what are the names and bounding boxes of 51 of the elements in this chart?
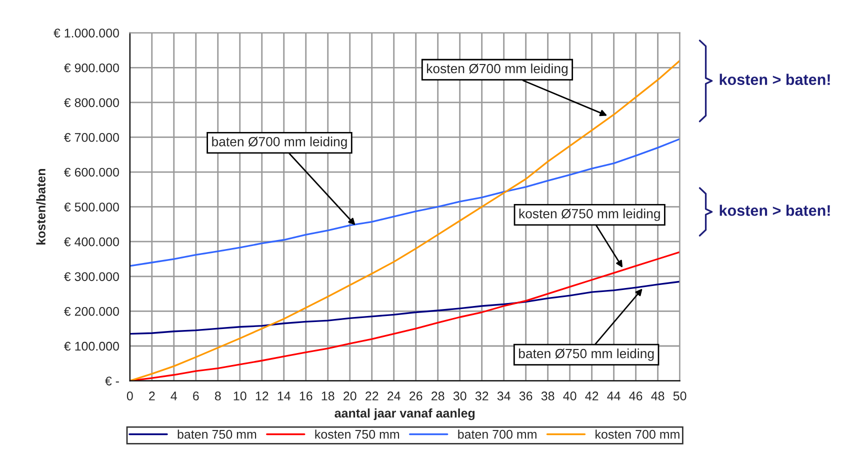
y-tick-label: € 1.000.000 — [54, 28, 119, 38]
annotation: baten Ø700 mm leiding — [212, 136, 347, 149]
x-tick-label: 42 — [585, 392, 598, 400]
text: kosten > baten! — [720, 74, 830, 86]
y-tick-label: € 900.000 — [64, 63, 119, 72]
legend-label: baten 700 mm — [458, 430, 536, 439]
x-tick-label: 32 — [475, 392, 488, 400]
y-tick-label: € - — [104, 376, 119, 386]
annotation: baten Ø750 mm leiding — [518, 348, 654, 361]
y-tick-label: € 400.000 — [64, 237, 119, 246]
legend-label: kosten 700 mm — [596, 430, 680, 439]
y-tick-label: € 100.000 — [64, 342, 119, 351]
x-tick-label: 38 — [541, 392, 554, 400]
x-tick-label: 28 — [432, 392, 444, 400]
x-tick-label: 20 — [344, 392, 356, 400]
y-tick-label: € 700.000 — [64, 133, 119, 142]
y-tick-label: € 300.000 — [64, 272, 119, 282]
x-tick-label: 24 — [388, 392, 400, 400]
annotation: kosten Ø750 mm leiding — [519, 208, 660, 221]
y-tick-label: € 600.000 — [64, 168, 119, 177]
x-tick-label: 6 — [193, 392, 199, 400]
x-tick-label: 2 — [149, 392, 155, 400]
x-tick-label: 14 — [278, 392, 290, 400]
x-tick-label: 4 — [170, 392, 178, 400]
y-tick-label: € 200.000 — [64, 307, 119, 316]
x-tick-label: 40 — [563, 392, 576, 400]
legend-label: baten 750 mm — [178, 430, 256, 439]
text: kosten > baten! — [720, 204, 830, 216]
x-tick-label: 10 — [234, 392, 246, 400]
annotation: kosten Ø700 mm leiding — [426, 64, 568, 76]
x-tick-label: 16 — [300, 392, 312, 400]
y-axis-title: kosten/baten — [36, 169, 46, 244]
x-tick-label: 18 — [322, 392, 334, 400]
y-tick-label: € 800.000 — [64, 98, 119, 108]
legend-label: kosten 750 mm — [315, 430, 400, 439]
x-tick-label: 12 — [256, 392, 268, 400]
line-series — [130, 280, 680, 335]
x-axis-title: aantal jaar vanaf aanleg — [334, 408, 475, 420]
x-tick-label: 0 — [126, 392, 133, 400]
x-tick-label: 34 — [497, 392, 510, 400]
x-tick-label: 26 — [410, 392, 422, 400]
x-tick-label: 30 — [453, 392, 466, 400]
x-tick-label: 8 — [214, 392, 221, 400]
x-tick-label: 50 — [673, 392, 686, 400]
line-series — [130, 138, 680, 267]
x-tick-label: 22 — [366, 392, 378, 400]
x-tick-label: 36 — [519, 392, 532, 400]
y-tick-label: € 500.000 — [64, 202, 119, 212]
x-tick-label: 46 — [629, 392, 642, 400]
x-tick-label: 48 — [651, 392, 664, 400]
x-tick-label: 44 — [607, 392, 620, 400]
